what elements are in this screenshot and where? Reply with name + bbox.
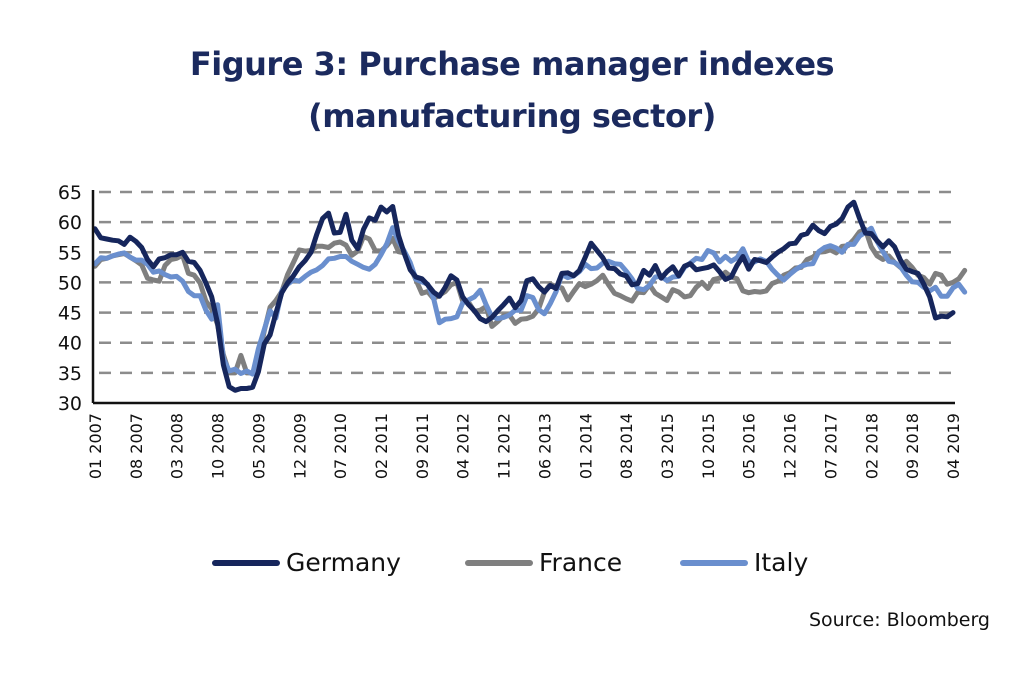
legend-label-france: France bbox=[539, 548, 623, 577]
x-tick-label: 02 2011 bbox=[372, 413, 391, 479]
x-tick-label: 03 2008 bbox=[168, 413, 187, 479]
x-tick-label: 03 2015 bbox=[658, 413, 677, 479]
legend-item-france: France bbox=[465, 548, 622, 577]
x-tick-label: 05 2016 bbox=[740, 413, 759, 479]
x-axis-tick-labels: 01 2007 08 2007 03 2008 10 2008 05 2009 12 20… bbox=[86, 413, 963, 479]
x-tick-label: 11 2012 bbox=[495, 413, 514, 479]
x-tick-label: 07 2017 bbox=[821, 413, 840, 479]
x-tick-label: 10 2015 bbox=[699, 413, 718, 479]
x-tick-label: 09 2018 bbox=[903, 413, 922, 479]
y-tick-label-40: 40 bbox=[58, 333, 82, 355]
chart-title-line-1: Figure 3: Purchase manager indexes bbox=[189, 45, 835, 83]
legend-label-germany: Germany bbox=[286, 548, 401, 577]
legend-swatch-germany bbox=[212, 559, 280, 566]
source-note: Source: Bloomberg bbox=[808, 609, 990, 631]
x-tick-label: 07 2010 bbox=[331, 413, 350, 479]
y-axis-tick-labels: 30 35 40 45 50 55 60 65 bbox=[58, 182, 82, 415]
legend-swatch-france bbox=[465, 559, 533, 566]
x-tick-label: 12 2016 bbox=[781, 413, 800, 479]
x-tick-label: 06 2013 bbox=[535, 413, 554, 479]
y-tick-label-35: 35 bbox=[58, 363, 82, 385]
line-chart: 30 35 40 45 50 55 60 65 01 2007 08 2007 03 2008 10… bbox=[58, 182, 968, 479]
legend-item-italy: Italy bbox=[680, 548, 808, 577]
y-tick-label-45: 45 bbox=[58, 303, 82, 325]
series-line-germany bbox=[92, 199, 956, 393]
y-tick-label-65: 65 bbox=[58, 182, 82, 204]
x-tick-label: 04 2012 bbox=[454, 413, 473, 479]
x-tick-label: 08 2014 bbox=[617, 413, 636, 479]
legend-label-italy: Italy bbox=[754, 548, 809, 577]
x-tick-label: 04 2019 bbox=[944, 413, 963, 479]
legend: Germany France Italy bbox=[0, 548, 1024, 588]
series-lines bbox=[92, 199, 968, 393]
x-tick-label: 10 2008 bbox=[209, 413, 228, 479]
x-tick-label: 12 2009 bbox=[290, 413, 309, 479]
chart-title: Figure 3: Purchase manager indexes (manu… bbox=[0, 38, 1024, 142]
axes bbox=[91, 190, 955, 405]
legend-item-germany: Germany bbox=[212, 548, 401, 577]
y-tick-label-55: 55 bbox=[58, 242, 82, 264]
y-tick-label-50: 50 bbox=[58, 272, 82, 294]
y-tick-label-30: 30 bbox=[58, 393, 82, 415]
x-tick-label: 08 2007 bbox=[127, 413, 146, 479]
series-line-italy bbox=[92, 225, 968, 377]
x-tick-label: 01 2007 bbox=[86, 413, 105, 479]
y-tick-label-60: 60 bbox=[58, 212, 82, 234]
x-tick-label: 05 2009 bbox=[249, 413, 268, 479]
x-tick-label: 02 2018 bbox=[862, 413, 881, 479]
chart-title-line-2: (manufacturing sector) bbox=[308, 97, 716, 135]
legend-swatch-italy bbox=[680, 559, 748, 566]
x-tick-label: 09 2011 bbox=[413, 413, 432, 479]
x-tick-label: 01 2014 bbox=[576, 413, 595, 479]
series-line-france bbox=[92, 226, 968, 376]
